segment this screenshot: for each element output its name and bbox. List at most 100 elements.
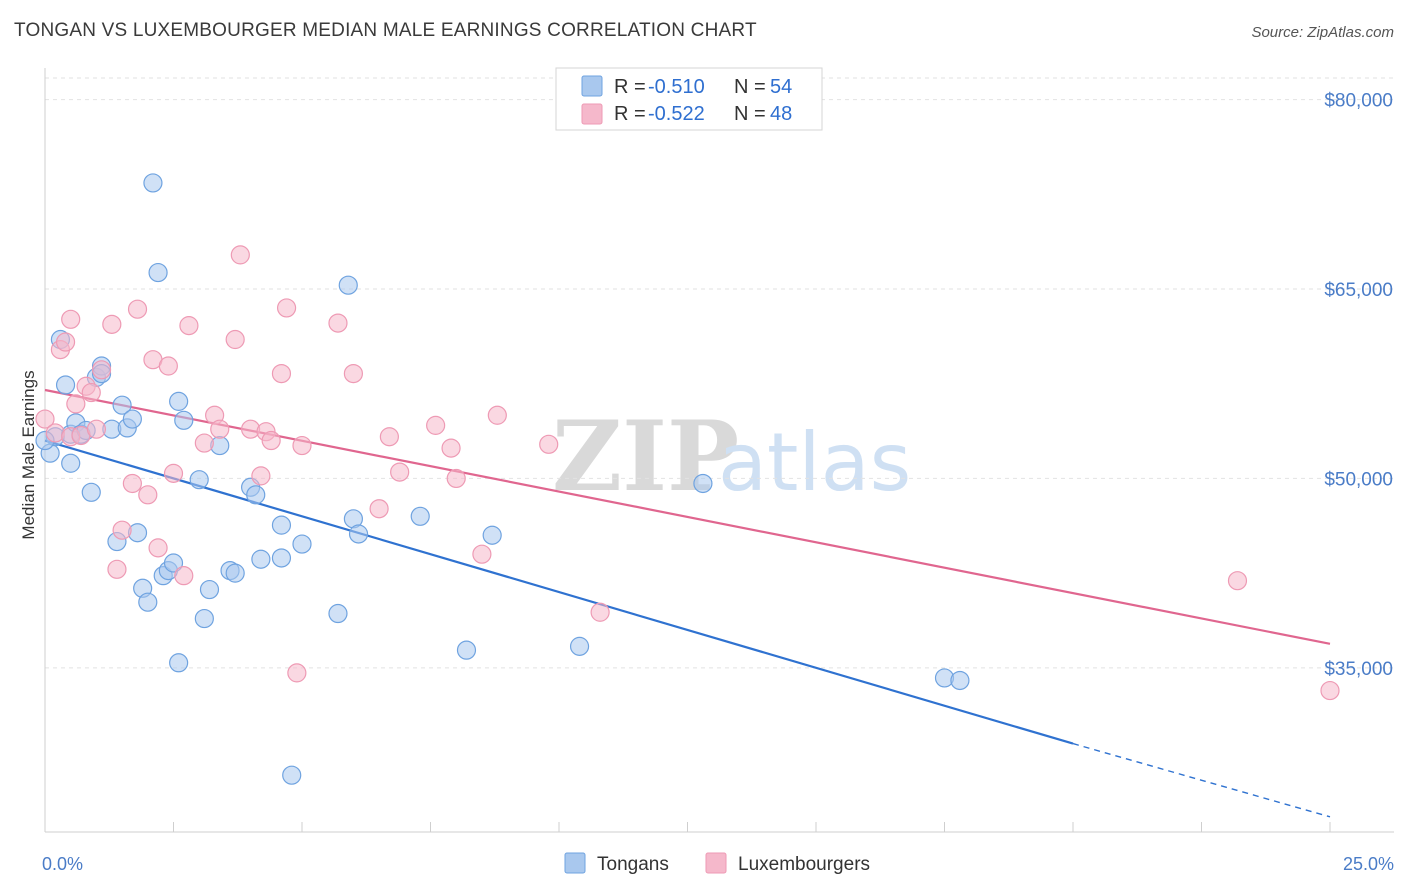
- legend-r-value-1: -0.510: [648, 76, 705, 98]
- point-luxembourgers-33: [271, 364, 292, 384]
- point-luxembourgers-30: [251, 466, 271, 486]
- point-tongans-27: [169, 653, 189, 673]
- point-luxembourgers-23: [179, 316, 199, 336]
- legend-n-value-1: 54: [770, 76, 792, 98]
- legend-top: R = -0.510 N = 54 R = -0.522 N = 48: [555, 67, 823, 131]
- point-tongans-20: [138, 592, 158, 612]
- point-tongans-5: [61, 453, 81, 473]
- y-tick-label-50000: $50,000: [1324, 469, 1393, 490]
- legend-swatch-luxembourgers: [581, 103, 603, 125]
- x-tick-labels: 0.0% 25.0%: [42, 854, 1394, 874]
- legend-n-label-2: N =: [734, 103, 766, 125]
- point-luxembourgers-3: [55, 332, 76, 352]
- y-tick-label-35000: $35,000: [1324, 659, 1393, 680]
- point-luxembourgers-43: [441, 438, 461, 458]
- point-luxembourgers-14: [107, 559, 127, 579]
- point-luxembourgers-20: [158, 356, 178, 376]
- y-axis-label: Median Male Earnings: [19, 370, 38, 539]
- point-luxembourgers-5: [61, 309, 81, 329]
- point-luxembourgers-17: [138, 485, 158, 505]
- point-luxembourgers-44: [446, 468, 466, 489]
- point-luxembourgers-28: [230, 245, 250, 265]
- point-tongans-46: [410, 506, 430, 526]
- point-luxembourgers-12: [102, 314, 122, 334]
- legend-bottom: Tongans Luxembourgers: [564, 852, 870, 875]
- point-luxembourgers-42: [426, 415, 446, 435]
- point-luxembourgers-36: [292, 435, 312, 456]
- point-luxembourgers-27: [225, 329, 245, 350]
- point-luxembourgers-13: [112, 520, 132, 540]
- point-tongans-45: [348, 524, 369, 544]
- point-tongans-38: [271, 548, 292, 568]
- point-luxembourgers-35: [287, 663, 307, 683]
- point-luxembourgers-6: [66, 394, 86, 414]
- point-tongans-42: [328, 603, 348, 624]
- chart-title: TONGAN VS LUXEMBOURGER MEDIAN MALE EARNI…: [14, 20, 757, 41]
- point-luxembourgers-38: [343, 364, 363, 384]
- point-luxembourgers-47: [539, 434, 559, 454]
- point-tongans-43: [338, 275, 358, 295]
- watermark-zip: ZIP: [552, 400, 739, 513]
- legend-r-label-2: R =: [614, 103, 646, 125]
- point-tongans-26: [169, 391, 189, 411]
- grid-lines: [45, 77, 1394, 669]
- bottom-legend-label-tongans: Tongans: [597, 854, 669, 875]
- point-tongans-50: [693, 473, 713, 494]
- y-tick-label-65000: $65,000: [1324, 280, 1393, 301]
- point-luxembourgers-46: [487, 405, 507, 425]
- y-tick-labels: $35,000 $50,000 $65,000 $80,000: [1324, 91, 1393, 680]
- point-luxembourgers-32: [261, 430, 281, 451]
- point-tongans-48: [482, 525, 502, 545]
- point-tongans-36: [246, 485, 266, 505]
- point-tongans-21: [143, 173, 163, 193]
- trend-line-tongans: [44, 439, 1074, 745]
- watermark-atlas: atlas: [718, 416, 911, 509]
- bottom-legend-label-luxembourgers: Luxembourgers: [738, 854, 870, 875]
- point-tongans-15: [112, 395, 132, 415]
- x-tick-label-max: 25.0%: [1343, 854, 1394, 874]
- legend-r-value-2: -0.522: [648, 103, 705, 125]
- point-tongans-52: [950, 670, 970, 691]
- legend-swatch-tongans: [581, 75, 603, 97]
- point-luxembourgers-40: [379, 427, 399, 447]
- point-tongans-41: [292, 534, 312, 554]
- source-label: Source: ZipAtlas.com: [1251, 24, 1394, 41]
- y-tick-label-80000: $80,000: [1324, 91, 1393, 112]
- point-luxembourgers-0: [35, 409, 55, 429]
- point-tongans-47: [456, 640, 477, 660]
- point-luxembourgers-16: [127, 299, 148, 319]
- point-tongans-25: [163, 553, 184, 573]
- point-luxembourgers-34: [276, 298, 297, 318]
- point-tongans-29: [189, 470, 209, 490]
- point-luxembourgers-19: [148, 538, 168, 558]
- legend-n-label-1: N =: [734, 76, 766, 98]
- point-tongans-17: [122, 409, 142, 429]
- legend-n-value-2: 48: [770, 103, 792, 125]
- point-luxembourgers-37: [328, 313, 348, 333]
- bottom-legend-swatch-luxembourgers: [705, 852, 727, 874]
- point-tongans-9: [81, 482, 101, 502]
- point-luxembourgers-10: [86, 419, 107, 439]
- point-luxembourgers-50: [1320, 680, 1340, 701]
- point-luxembourgers-24: [194, 433, 214, 453]
- point-luxembourgers-21: [163, 463, 184, 483]
- point-luxembourgers-26: [210, 419, 230, 439]
- point-tongans-37: [251, 549, 271, 569]
- point-tongans-30: [194, 608, 214, 629]
- point-tongans-31: [199, 579, 220, 600]
- bottom-legend-swatch-tongans: [564, 852, 586, 874]
- point-luxembourgers-49: [1227, 571, 1248, 591]
- point-tongans-49: [569, 636, 590, 656]
- point-tongans-39: [271, 515, 292, 535]
- point-luxembourgers-22: [174, 566, 194, 586]
- point-luxembourgers-45: [472, 544, 492, 564]
- point-tongans-34: [225, 563, 245, 583]
- point-luxembourgers-39: [369, 499, 389, 519]
- point-luxembourgers-11: [91, 360, 112, 380]
- point-tongans-22: [148, 262, 168, 283]
- data-points: [35, 173, 1340, 785]
- point-tongans-40: [282, 765, 302, 785]
- legend-r-label-1: R =: [614, 76, 646, 98]
- point-tongans-3: [55, 375, 76, 395]
- x-tick-label-min: 0.0%: [42, 854, 83, 874]
